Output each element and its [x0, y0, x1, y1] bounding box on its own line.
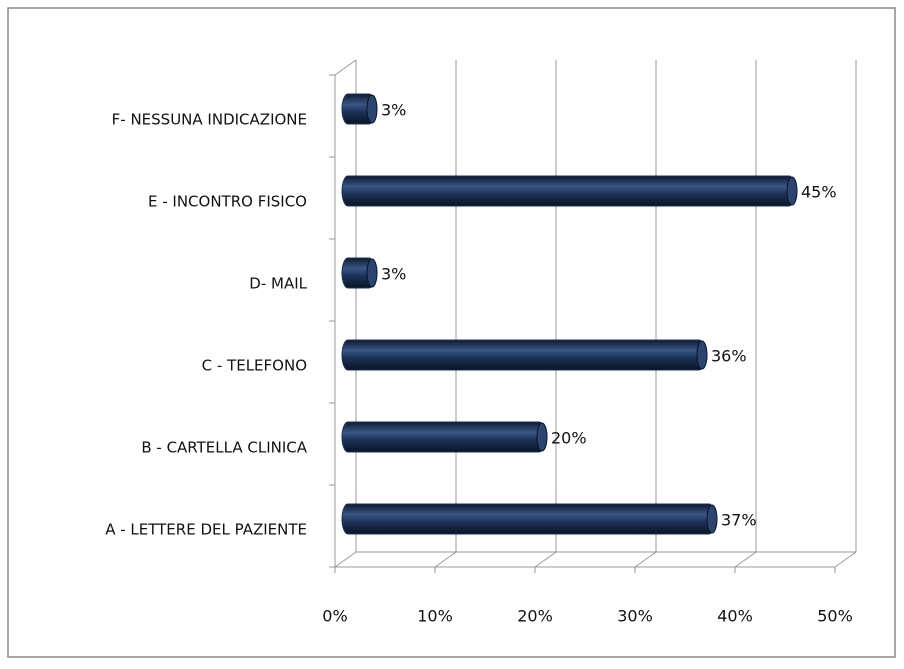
- data-label: 37%: [721, 511, 757, 530]
- bar-cap: [536, 422, 548, 452]
- tick-mark: [634, 551, 657, 568]
- x-tick-label: 20%: [517, 607, 553, 626]
- bar-cap: [366, 258, 378, 288]
- data-label: 20%: [551, 429, 587, 448]
- data-label: 36%: [711, 347, 747, 366]
- y-tick-label: C - TELEFONO: [202, 357, 307, 375]
- bar-cap: [366, 94, 378, 124]
- bar-cap: [706, 504, 718, 534]
- data-label: 45%: [801, 183, 837, 202]
- chart-frame: [7, 7, 896, 658]
- bar-cap: [786, 176, 798, 206]
- x-tick-label: 30%: [617, 607, 653, 626]
- bar: [341, 421, 546, 453]
- bar-cap: [696, 340, 708, 370]
- bar: [341, 503, 716, 535]
- bar: [341, 339, 706, 371]
- tick-mark: [834, 551, 857, 568]
- tick-mark: [734, 551, 757, 568]
- tick-mark: [334, 551, 357, 568]
- data-label: 3%: [381, 265, 406, 284]
- x-tick-label: 40%: [717, 607, 753, 626]
- y-tick-label: A - LETTERE DEL PAZIENTE: [105, 521, 307, 539]
- x-tick-label: 0%: [322, 607, 347, 626]
- tick-mark: [534, 551, 557, 568]
- x-tick-label: 10%: [417, 607, 453, 626]
- y-tick-label: F- NESSUNA INDICAZIONE: [112, 111, 307, 129]
- tick-mark: [434, 551, 457, 568]
- bar: [341, 175, 796, 207]
- x-tick-label: 50%: [817, 607, 853, 626]
- y-tick-label: D- MAIL: [249, 275, 307, 293]
- data-label: 3%: [381, 101, 406, 120]
- wall-edge: [334, 59, 357, 76]
- y-tick-label: E - INCONTRO FISICO: [148, 193, 307, 211]
- y-tick-label: B - CARTELLA CLINICA: [141, 439, 307, 457]
